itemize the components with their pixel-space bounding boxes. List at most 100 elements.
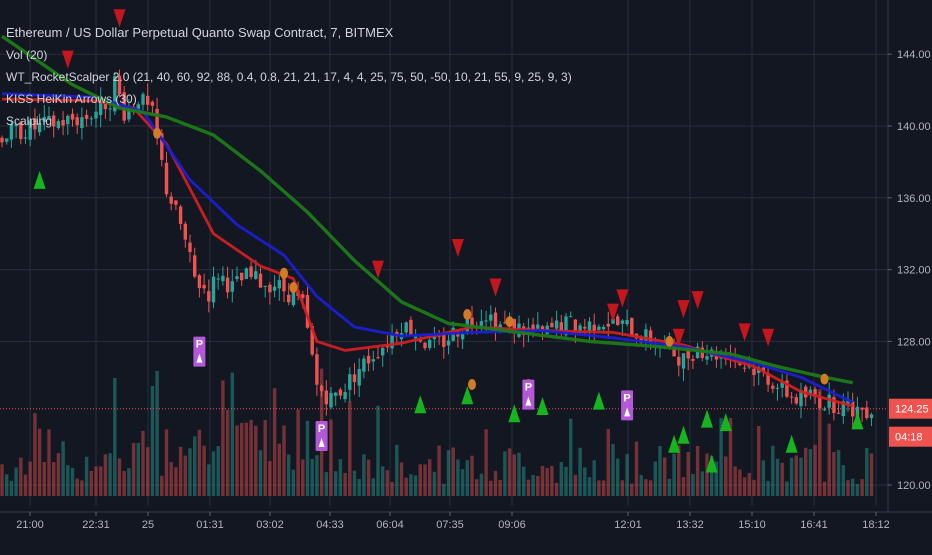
volume-bar [775,458,780,496]
volume-bar [653,461,657,496]
candle-body [127,105,131,120]
volume-bar [583,467,587,496]
volume-bar [5,474,9,496]
candle [423,342,427,351]
candle [705,344,709,365]
volume-bar [352,470,357,496]
volume-bar [573,474,578,496]
candle [348,367,352,402]
volume-bar [277,443,281,496]
candle [5,138,9,145]
volume-bar [211,451,216,496]
volume-bar [324,472,328,496]
volume-bar [423,464,427,496]
candle-body [644,329,648,342]
volume-bar [428,459,432,496]
volume-bar [89,471,93,496]
volume-bar [681,476,686,496]
candle-body [334,392,338,396]
volume-bar [540,465,545,496]
volume-bar [644,479,648,496]
candle-body [338,389,343,396]
volume-bar [310,459,314,496]
candle [263,285,267,298]
volume-bar [272,388,277,496]
candle-body [564,316,568,336]
candle-body [272,286,277,291]
candle [56,119,61,130]
down-arrow-marker [607,303,619,322]
volume-bar [634,441,639,496]
candle-body [503,322,507,324]
p-marker-arrow [525,396,532,406]
volume-bar [587,477,592,496]
time-tick-label: 12:01 [614,519,642,531]
volume-bar [616,458,620,496]
candle [258,267,263,288]
candle-body [376,357,380,359]
candle-body [860,407,864,410]
candle-body [348,374,352,390]
indicator-scalping[interactable]: Scalping [6,114,53,128]
candle-body [23,137,28,139]
candle-body [432,336,437,340]
candle-body [75,117,79,126]
time-tick-label: 25 [142,519,154,531]
volume-bar [526,479,531,496]
volume-bar [601,480,606,496]
volume-bar [437,445,441,496]
candle-body [587,321,592,332]
candle-body [775,387,780,389]
candle [37,113,42,136]
candle-body [319,385,324,392]
candle-body [808,389,813,395]
volume-bar [827,423,831,496]
volume-bar [202,445,206,496]
candle [94,99,98,128]
candle-body [99,97,103,115]
candle [9,119,14,148]
volume-bar [531,475,535,496]
candle [291,291,296,308]
volume-bar [493,470,498,496]
up-arrow-marker [785,434,798,453]
volume-bar [197,429,202,496]
volume-bar [465,460,469,496]
signal-dot [468,378,476,390]
volume-bar [244,422,249,496]
candle-body [616,316,620,326]
candle-body [366,355,371,364]
indicator-kiss-heikin-arrows[interactable]: KISS HeiKin Arrows (30) [6,92,137,106]
candle [794,393,798,406]
last-price-label: 124.25 [895,404,929,416]
indicator-volume[interactable]: Vol (20) [6,48,48,62]
candle [775,383,780,401]
indicator-rocketscalper[interactable]: WT_RocketScalper 2.0 (21, 40, 60, 92, 88… [6,70,572,84]
volume-bar [296,409,300,496]
volume-bar [305,420,310,496]
candle-body [362,358,366,372]
volume-bar [155,371,159,496]
down-arrow-marker [672,328,685,347]
volume-bar [658,446,662,496]
candle-body [761,367,766,372]
candle [771,382,775,394]
volume-bar [70,467,75,496]
candle [860,407,864,423]
volume-bar [742,477,747,496]
volume-bar [822,481,827,496]
candle-body [14,124,18,127]
candle [89,116,93,126]
volume-bar [268,461,272,496]
candle-body [785,380,789,397]
volume-bar [413,475,418,496]
volume-bar [301,459,305,496]
candle [211,266,216,309]
candle-body [310,325,314,355]
candle-body [183,223,187,240]
volume-bar [794,455,798,496]
candle [536,312,540,332]
volume-bar [456,459,460,496]
